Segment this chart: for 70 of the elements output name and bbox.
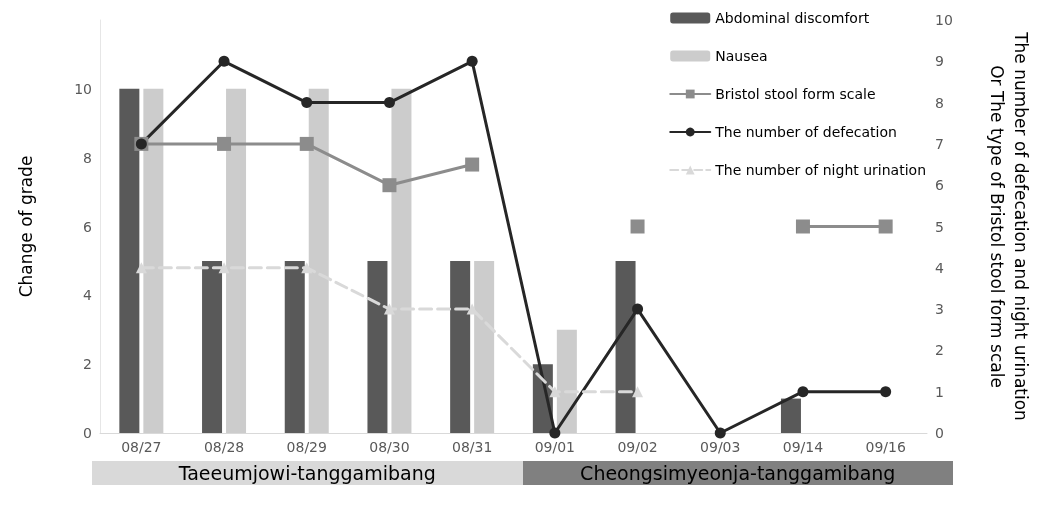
point	[465, 157, 480, 172]
point	[549, 427, 561, 439]
legend-label: Bristol stool form scale	[715, 86, 876, 102]
bar	[474, 260, 495, 433]
bar	[615, 260, 636, 433]
point	[218, 262, 230, 274]
point	[218, 55, 230, 67]
bar	[367, 260, 388, 433]
bar	[780, 398, 801, 433]
legend-label: Abdominal discomfort	[715, 10, 870, 26]
y2-tick-label: 9	[935, 53, 944, 70]
y-tick-label: 10	[74, 80, 92, 97]
point	[714, 427, 726, 439]
bar	[391, 88, 412, 433]
y-tick-label: 6	[83, 218, 93, 235]
point	[797, 386, 809, 398]
y2-tick-label: 8	[935, 94, 944, 111]
point	[880, 386, 892, 398]
point	[632, 303, 644, 315]
y2-tick-label: 0	[935, 425, 944, 441]
x-tick-label: 08/27	[121, 439, 162, 455]
legend-label: The number of night urination	[714, 162, 927, 178]
bar	[143, 88, 164, 433]
point	[383, 303, 395, 315]
y-axis-title: Change of grade	[16, 155, 36, 298]
legend-label: Nausea	[715, 48, 768, 64]
point	[217, 136, 232, 151]
point	[630, 219, 645, 234]
y2-tick-label: 6	[935, 177, 944, 194]
x-tick-label: 09/01	[534, 439, 576, 455]
y-tick-label: 2	[83, 356, 92, 373]
x-tick-label: 08/29	[286, 439, 327, 455]
point	[135, 262, 147, 274]
x-tick-label: 08/30	[369, 439, 410, 455]
y2-tick-label: 3	[935, 301, 944, 318]
y-tick-label: 8	[83, 149, 92, 166]
point	[632, 386, 644, 398]
bar	[226, 88, 247, 433]
bar	[202, 260, 223, 433]
y2-tick-label: 7	[935, 135, 944, 152]
point	[301, 97, 313, 109]
point	[795, 219, 810, 234]
bar	[450, 260, 471, 433]
point	[383, 97, 395, 109]
y2-axis-title: The number of defecation and night urination Or The type of Bristol stool form scale	[987, 31, 1031, 421]
bar	[284, 260, 305, 433]
y2-tick-label: 1	[935, 383, 944, 400]
y-tick-label: 0	[83, 425, 92, 441]
bar	[119, 88, 140, 433]
x-tick-label: 08/31	[451, 439, 493, 455]
point	[299, 136, 314, 151]
x-tick-label: 09/03	[700, 439, 741, 455]
y-tick-label: 4	[83, 287, 93, 304]
y2-tick-label: 2	[935, 342, 944, 359]
bar	[308, 88, 329, 433]
point	[301, 262, 313, 274]
x-tick-label: 09/14	[782, 439, 824, 455]
y2-tick-label: 10	[935, 12, 953, 28]
y2-tick-label: 4	[935, 259, 944, 276]
point	[466, 55, 478, 67]
point	[878, 219, 893, 234]
x-tick-label: 09/16	[865, 439, 906, 455]
y2-tick-label: 5	[935, 218, 944, 235]
x-tick-label: 09/02	[617, 439, 658, 455]
text: Cheongsimyeonja-tanggamibang	[522, 461, 953, 485]
point	[549, 386, 561, 398]
text: Taeeumjowi-tanggamibang	[92, 461, 523, 485]
legend-label: The number of defecation	[714, 124, 897, 140]
x-tick-label: 08/28	[203, 439, 245, 455]
point	[382, 178, 397, 193]
